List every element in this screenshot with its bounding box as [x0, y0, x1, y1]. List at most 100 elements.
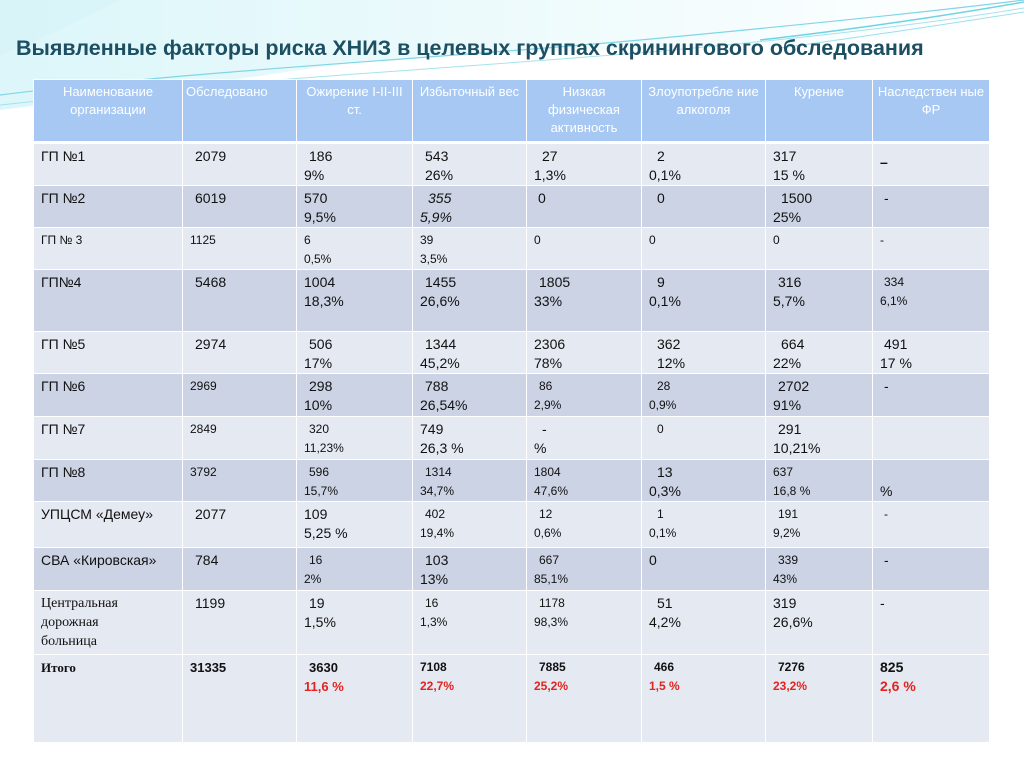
- cell-alcohol: 362 12%: [641, 331, 766, 374]
- cell-heredity: –: [872, 141, 990, 186]
- cell-smoking: 319 26,6%: [765, 590, 873, 655]
- table-row: ГП №7 2849 320 11,23% 749 26,3 % -% 0 291 1…: [33, 416, 990, 460]
- cell-examined: 2079: [182, 141, 297, 186]
- cell-alcohol: 0: [641, 185, 766, 228]
- cell-smoking: 637 16,8 %: [765, 459, 873, 502]
- table-row: УПЦСМ «Демеу» 2077 109 5,25 % 402 19,4% 12…: [33, 501, 990, 548]
- header-row: Наименование организации Обследовано Ожи…: [33, 79, 990, 143]
- cell-activity: 1178 98,3%: [526, 590, 642, 655]
- cell-heredity: 491 17 %: [872, 331, 990, 374]
- cell-overweight: 543 26%: [412, 141, 527, 186]
- cell-heredity: -: [872, 227, 990, 270]
- cell-overweight: 103 13%: [412, 547, 527, 591]
- cell-overweight: 1455 26,6%: [412, 269, 527, 332]
- cell-org: УПЦСМ «Демеу»: [33, 501, 183, 548]
- cell-org: ГП №1: [33, 141, 183, 186]
- page-title: Выявленные факторы риска ХНИЗ в целевых …: [16, 36, 924, 60]
- cell-heredity: 825 2,6 %: [872, 654, 990, 743]
- cell-activity: 1804 47,6%: [526, 459, 642, 502]
- cell-overweight: 749 26,3 %: [412, 416, 527, 460]
- cell-alcohol: 51 4,2%: [641, 590, 766, 655]
- cell-obesity: 19 1,5%: [296, 590, 413, 655]
- cell-overweight: 1314 34,7%: [412, 459, 527, 502]
- cell-overweight: 1344 45,2%: [412, 331, 527, 374]
- header-heredity: Наследствен ные ФР: [872, 79, 990, 143]
- cell-smoking: 0: [765, 227, 873, 270]
- cell-overweight: 16 1,3%: [412, 590, 527, 655]
- cell-activity: 0: [526, 185, 642, 228]
- cell-alcohol: 13 0,3%: [641, 459, 766, 502]
- cell-heredity: %: [872, 459, 990, 502]
- cell-activity: 0: [526, 227, 642, 270]
- cell-examined: 31335: [182, 654, 297, 743]
- cell-alcohol: 2 0,1%: [641, 141, 766, 186]
- cell-alcohol: 0: [641, 547, 766, 591]
- header-obesity: Ожирение I-II-III ст.: [296, 79, 413, 143]
- cell-activity: 667 85,1%: [526, 547, 642, 591]
- cell-examined: 2969: [182, 373, 297, 417]
- cell-examined: 2974: [182, 331, 297, 374]
- cell-org: ГП №7: [33, 416, 183, 460]
- cell-heredity: [872, 416, 990, 460]
- cell-activity: -%: [526, 416, 642, 460]
- cell-activity: 2306 78%: [526, 331, 642, 374]
- cell-org: ГП №8: [33, 459, 183, 502]
- table-row: Центральная дорожная больница 1199 19 1,5% …: [33, 590, 990, 655]
- cell-smoking: 317 15 %: [765, 141, 873, 186]
- cell-activity: 1805 33%: [526, 269, 642, 332]
- cell-activity: 7885 25,2%: [526, 654, 642, 743]
- header-low-activity: Низкая физическая активность: [526, 79, 642, 143]
- header-smoking: Курение: [765, 79, 873, 143]
- cell-examined: 2077: [182, 501, 297, 548]
- cell-heredity: -: [872, 501, 990, 548]
- cell-activity: 12 0,6%: [526, 501, 642, 548]
- cell-alcohol: 9 0,1%: [641, 269, 766, 332]
- table-row: ГП №8 3792 596 15,7% 1314 34,7% 1804 47,6% …: [33, 459, 990, 502]
- cell-smoking: 2702 91%: [765, 373, 873, 417]
- cell-obesity: 570 9,5%: [296, 185, 413, 228]
- cell-overweight: 355 5,9%: [412, 185, 527, 228]
- cell-smoking: 664 22%: [765, 331, 873, 374]
- total-row: Итого 31335 3630 11,6 % 7108 22,7% 7885 25,…: [33, 654, 990, 743]
- cell-org: СВА «Кировская»: [33, 547, 183, 591]
- cell-examined: 6019: [182, 185, 297, 228]
- cell-obesity: 320 11,23%: [296, 416, 413, 460]
- cell-org: ГП№4: [33, 269, 183, 332]
- cell-org: Итого: [33, 654, 183, 743]
- cell-org: ГП №5: [33, 331, 183, 374]
- cell-obesity: 186 9%: [296, 141, 413, 186]
- table-row: ГП № 3 1125 6 0,5% 39 3,5% 0 0 0 -: [33, 227, 990, 270]
- cell-alcohol: 1 0,1%: [641, 501, 766, 548]
- header-org: Наименование организации: [33, 79, 183, 143]
- cell-smoking: 316 5,7%: [765, 269, 873, 332]
- cell-examined: 784: [182, 547, 297, 591]
- table-row: ГП №1 2079 186 9% 543 26% 27 1,3% 2 0,1% 317…: [33, 141, 990, 186]
- table-row: ГП №6 2969 298 10% 788 26,54% 86 2,9% 28 0,9…: [33, 373, 990, 417]
- cell-org: ГП №2: [33, 185, 183, 228]
- cell-overweight: 7108 22,7%: [412, 654, 527, 743]
- cell-smoking: 1500 25%: [765, 185, 873, 228]
- cell-org: Центральная дорожная больница: [33, 590, 183, 655]
- cell-heredity: 334 6,1%: [872, 269, 990, 332]
- risk-factors-table: Наименование организации Обследовано Ожи…: [33, 79, 990, 743]
- cell-obesity: 596 15,7%: [296, 459, 413, 502]
- header-overweight: Избыточный вес: [412, 79, 527, 143]
- cell-alcohol: 0: [641, 416, 766, 460]
- cell-heredity: -: [872, 590, 990, 655]
- cell-examined: 1125: [182, 227, 297, 270]
- cell-heredity: -: [872, 373, 990, 417]
- cell-examined: 3792: [182, 459, 297, 502]
- cell-smoking: 7276 23,2%: [765, 654, 873, 743]
- cell-activity: 27 1,3%: [526, 141, 642, 186]
- cell-activity: 86 2,9%: [526, 373, 642, 417]
- cell-heredity: -: [872, 185, 990, 228]
- cell-examined: 1199: [182, 590, 297, 655]
- header-examined: Обследовано: [182, 79, 297, 143]
- cell-smoking: 339 43%: [765, 547, 873, 591]
- cell-alcohol: 28 0,9%: [641, 373, 766, 417]
- table-row: ГП №2 6019 570 9,5% 355 5,9% 0 0 1500 25% -: [33, 185, 990, 228]
- cell-org: ГП №6: [33, 373, 183, 417]
- header-alcohol: Злоупотребле ние алкоголя: [641, 79, 766, 143]
- cell-smoking: 291 10,21%: [765, 416, 873, 460]
